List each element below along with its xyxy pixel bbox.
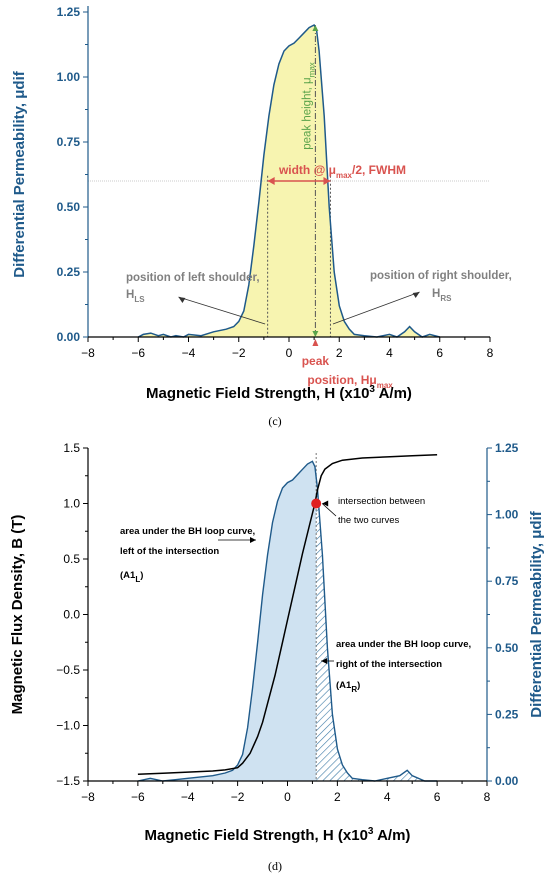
chart-d-intersection-arrowhead bbox=[322, 500, 329, 507]
chart-c-axes: −8 −6 −4 −2 0 2 4 6 8 0.00 0.25 0.50 0.75 1.00 1.25 bbox=[57, 5, 494, 360]
chart-c-peak-arrow-top bbox=[312, 25, 319, 31]
chart-c-left-shoulder-arrow bbox=[178, 296, 266, 325]
chart-c-x-tick-label: 4 bbox=[386, 346, 393, 360]
chart-d-x-tick-label: 8 bbox=[484, 790, 491, 804]
chart-d-intersection-arrow bbox=[321, 503, 337, 517]
chart-c: −8 −6 −4 −2 0 2 4 6 8 0.00 0.25 0.50 0.75 1.00 1.25 pe… bbox=[11, 5, 512, 428]
chart-c-y-tick-label: 0.25 bbox=[57, 265, 81, 279]
chart-d-right-area-label-3: (A1R) bbox=[336, 680, 360, 694]
chart-c-x-tick-label: −6 bbox=[131, 346, 145, 360]
chart-c-right-shoulder-symbol: HRS bbox=[432, 288, 452, 303]
chart-c-left-shoulder-symbol: HLS bbox=[126, 289, 145, 304]
chart-d: −8 −6 −4 −2 0 2 4 6 8 −1.5 −1.0 −0.5 0.0 0.5 1.0 1.5 0.0… bbox=[9, 441, 545, 873]
chart-d-y-right-tick-label: 0.00 bbox=[495, 774, 519, 788]
chart-d-y-left-tick-label: −0.5 bbox=[56, 663, 80, 677]
chart-c-caption: (c) bbox=[268, 414, 281, 428]
chart-c-peak-position-label: peak bbox=[302, 354, 330, 368]
chart-c-left-shoulder-arrowhead bbox=[178, 297, 186, 303]
chart-d-left-area-label-3: (A1L) bbox=[120, 570, 143, 584]
chart-c-width-arrow-left bbox=[267, 177, 275, 185]
chart-d-x-tick-label: −6 bbox=[131, 790, 145, 804]
chart-d-right-area-label-1: area under the BH loop curve, bbox=[336, 639, 471, 650]
chart-c-right-shoulder-arrowhead bbox=[412, 292, 420, 298]
chart-c-ylabel: Differential Permeability, μdif bbox=[11, 70, 28, 277]
chart-c-left-shoulder-label: position of left shoulder, bbox=[126, 272, 260, 284]
chart-d-ylabel-right: Differential Permeability, μdif bbox=[528, 510, 545, 717]
chart-d-y-right-tick-label: 1.00 bbox=[495, 508, 519, 522]
chart-c-x-tick-label: −2 bbox=[232, 346, 246, 360]
chart-d-left-area-label-1: area under the BH loop curve, bbox=[120, 526, 255, 537]
chart-c-peak-height-label: peak height, μmax bbox=[301, 62, 316, 150]
chart-d-left-area-fill bbox=[137, 461, 317, 781]
chart-c-peak-position-arrow bbox=[312, 339, 319, 346]
chart-d-intersection-point bbox=[311, 498, 322, 509]
chart-d-x-tick-label: −2 bbox=[231, 790, 245, 804]
chart-d-permeability-line bbox=[137, 460, 438, 782]
chart-c-y-tick-label: 0.00 bbox=[57, 330, 81, 344]
chart-d-intersection-label: intersection between bbox=[338, 496, 425, 507]
chart-d-x-tick-label: −4 bbox=[181, 790, 195, 804]
chart-d-x-tick-label: −8 bbox=[81, 790, 95, 804]
chart-d-y-left-tick-label: 1.0 bbox=[63, 497, 80, 511]
chart-c-right-shoulder-arrow bbox=[332, 291, 420, 325]
chart-d-x-tick-label: 6 bbox=[434, 790, 441, 804]
chart-c-y-tick-label: 0.75 bbox=[57, 135, 81, 149]
chart-d-x-tick-label: 4 bbox=[384, 790, 391, 804]
chart-d-y-right-tick-label: 0.50 bbox=[495, 641, 519, 655]
chart-d-left-area-label-2: left of the intersection bbox=[120, 546, 219, 557]
chart-d-y-left-tick-label: −1.0 bbox=[56, 719, 80, 733]
chart-d-y-left-tick-label: 1.5 bbox=[63, 441, 80, 455]
chart-d-right-area-hatch bbox=[316, 463, 438, 781]
chart-c-xlabel: Magnetic Field Strength, H (x103 A/m) bbox=[146, 384, 412, 402]
chart-d-right-area-label-2: right of the intersection bbox=[336, 659, 442, 670]
chart-d-x-tick-label: 0 bbox=[284, 790, 291, 804]
chart-c-x-tick-label: 8 bbox=[487, 346, 494, 360]
chart-d-bh-loop-line bbox=[137, 453, 438, 776]
chart-d-x-tick-label: 2 bbox=[334, 790, 341, 804]
chart-d-y-right-tick-label: 0.75 bbox=[495, 574, 519, 588]
chart-d-y-right-tick-label: 0.25 bbox=[495, 707, 519, 721]
chart-c-right-shoulder-label: position of right shoulder, bbox=[370, 270, 512, 282]
chart-c-y-tick-label: 1.00 bbox=[57, 70, 81, 84]
chart-c-x-tick-label: 2 bbox=[336, 346, 343, 360]
chart-c-y-tick-label: 0.50 bbox=[57, 200, 81, 214]
chart-c-x-tick-label: −4 bbox=[182, 346, 196, 360]
chart-c-peak-arrow-bottom bbox=[312, 331, 319, 337]
chart-d-annotations: intersection between the two curves area u… bbox=[120, 496, 471, 694]
chart-c-width-label: width @ μmax/2, FWHM bbox=[278, 163, 406, 180]
chart-d-right-area-arrowhead bbox=[321, 658, 328, 664]
chart-c-x-tick-label: −8 bbox=[81, 346, 95, 360]
chart-c-x-tick-label: 6 bbox=[436, 346, 443, 360]
chart-d-axes: −8 −6 −4 −2 0 2 4 6 8 −1.5 −1.0 −0.5 0.0 0.5 1.0 1.5 0.0… bbox=[56, 441, 518, 804]
chart-c-peak-position-symbol: position, Hμmax bbox=[307, 373, 393, 390]
chart-d-y-right-tick-label: 1.25 bbox=[495, 441, 519, 455]
chart-d-y-left-tick-label: −1.5 bbox=[56, 774, 80, 788]
chart-d-left-area-arrowhead bbox=[250, 537, 256, 543]
chart-d-y-left-tick-label: 0.5 bbox=[63, 552, 80, 566]
chart-d-xlabel: Magnetic Field Strength, H (x103 A/m) bbox=[145, 826, 411, 844]
chart-c-width-arrow-right bbox=[323, 177, 331, 185]
chart-c-annotations: peak height, μmax width @ μmax/2, FWHM pos… bbox=[126, 25, 512, 390]
chart-c-y-tick-label: 1.25 bbox=[57, 5, 81, 19]
chart-d-y-left-tick-label: 0.0 bbox=[63, 608, 80, 622]
chart-d-intersection-label-2: the two curves bbox=[338, 515, 399, 526]
chart-d-caption: (d) bbox=[268, 859, 282, 873]
chart-c-x-tick-label: 0 bbox=[286, 346, 293, 360]
chart-d-ylabel-left: Magnetic Flux Density, B (T) bbox=[9, 515, 26, 715]
